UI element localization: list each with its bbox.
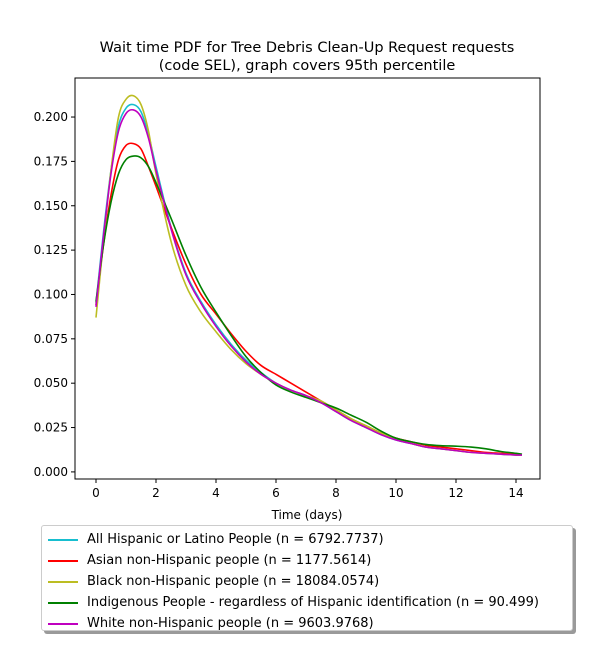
legend-label: Asian non-Hispanic people (n = 1177.5614… bbox=[87, 553, 372, 568]
series-line-2 bbox=[95, 142, 523, 456]
legend-label: Indigenous People - regardless of Hispan… bbox=[87, 595, 539, 610]
legend: All Hispanic or Latino People (n = 6792.… bbox=[41, 525, 573, 631]
plot-area-frame bbox=[74, 77, 541, 480]
legend-entry: Black non-Hispanic people (n = 18084.057… bbox=[42, 571, 572, 592]
legend-entry: White non-Hispanic people (n = 9603.9768… bbox=[42, 613, 572, 634]
series-line-4 bbox=[95, 155, 523, 455]
x-tick-label: 8 bbox=[332, 486, 340, 500]
legend-entry: Indigenous People - regardless of Hispan… bbox=[42, 592, 572, 613]
legend-swatch bbox=[48, 580, 78, 583]
series-line-1 bbox=[95, 103, 523, 456]
y-tick-label: 0.000 bbox=[34, 465, 68, 479]
legend-swatch bbox=[48, 538, 78, 541]
legend-swatch bbox=[48, 622, 78, 625]
y-tick-label: 0.175 bbox=[34, 154, 68, 168]
y-tick-label: 0.075 bbox=[34, 332, 68, 346]
x-axis: 0 2 4 6 8 10 12 14 bbox=[92, 479, 524, 500]
x-tick-label: 14 bbox=[508, 486, 523, 500]
series-lines bbox=[95, 94, 523, 456]
chart-title-line-1: Wait time PDF for Tree Debris Clean-Up R… bbox=[100, 40, 515, 56]
legend-entry: All Hispanic or Latino People (n = 6792.… bbox=[42, 529, 572, 550]
x-tick-label: 10 bbox=[388, 486, 403, 500]
x-tick-label: 0 bbox=[92, 486, 100, 500]
y-tick-label: 0.050 bbox=[34, 376, 68, 390]
y-tick-label: 0.200 bbox=[34, 110, 68, 124]
x-axis-label: Time (days) bbox=[271, 508, 343, 522]
legend-label: Black non-Hispanic people (n = 18084.057… bbox=[87, 574, 380, 589]
series-line-5 bbox=[95, 108, 523, 456]
legend-swatch bbox=[48, 601, 78, 604]
y-tick-label: 0.025 bbox=[34, 421, 68, 435]
legend-label: White non-Hispanic people (n = 9603.9768… bbox=[87, 616, 374, 631]
x-tick-label: 12 bbox=[448, 486, 463, 500]
legend-swatch bbox=[48, 559, 78, 562]
x-tick-label: 4 bbox=[212, 486, 220, 500]
x-tick-label: 2 bbox=[152, 486, 160, 500]
legend-label: All Hispanic or Latino People (n = 6792.… bbox=[87, 532, 384, 547]
y-axis: 0.000 0.025 0.050 0.075 0.100 0.125 0.150 0.175… bbox=[34, 110, 75, 479]
legend-entry: Asian non-Hispanic people (n = 1177.5614… bbox=[42, 550, 572, 571]
chart-title-line-2: (code SEL), graph covers 95th percentile bbox=[159, 58, 456, 74]
y-tick-label: 0.100 bbox=[34, 287, 68, 301]
x-tick-label: 6 bbox=[272, 486, 280, 500]
y-tick-label: 0.150 bbox=[34, 199, 68, 213]
series-line-3 bbox=[95, 94, 523, 456]
y-tick-label: 0.125 bbox=[34, 243, 68, 257]
